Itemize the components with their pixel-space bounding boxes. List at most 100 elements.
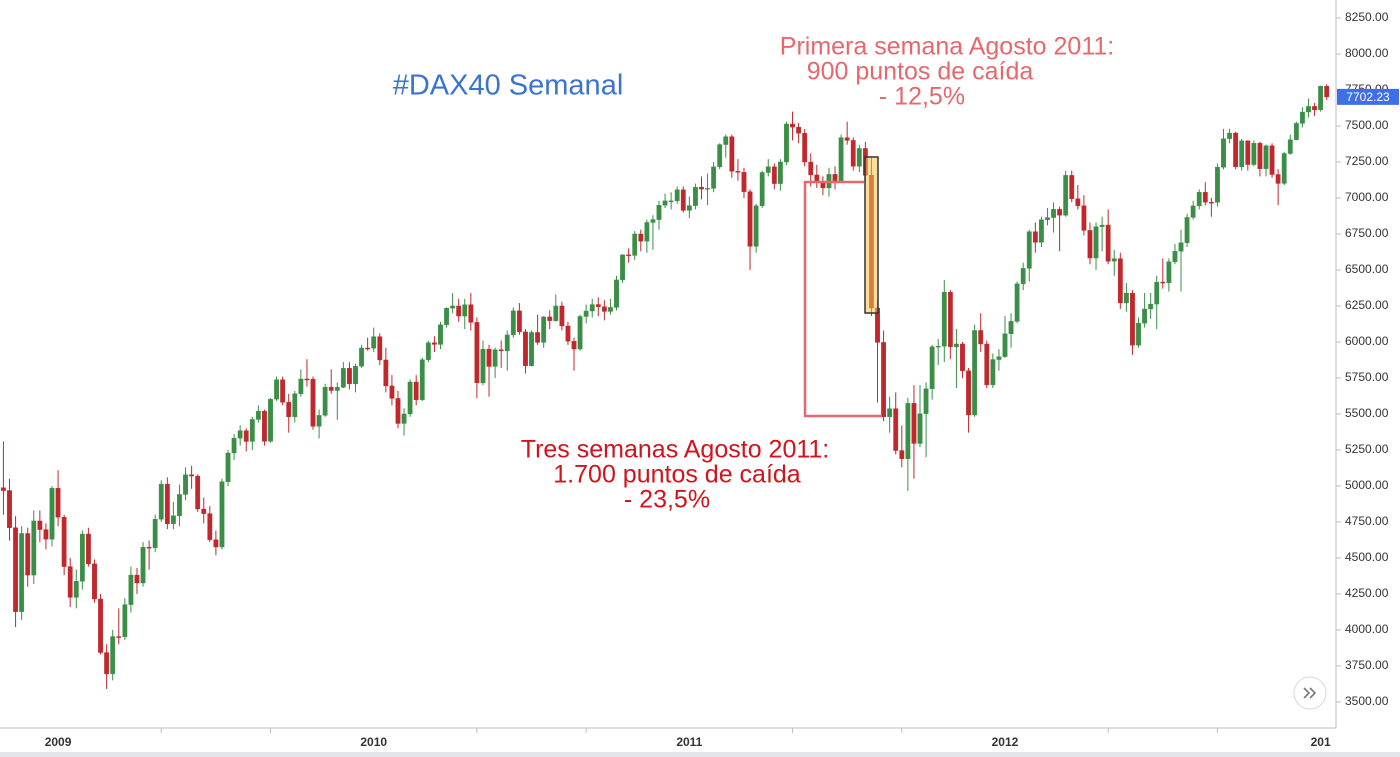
candle-body [498, 349, 504, 352]
candle-body [595, 304, 601, 307]
candle-body [189, 474, 195, 477]
candle-body [656, 204, 662, 220]
y-tick-label: 7500.00 [1345, 118, 1389, 132]
candle-body [1251, 143, 1257, 165]
candle-body [401, 413, 407, 424]
candle-body [61, 517, 67, 567]
candle-body [565, 325, 571, 342]
candle-body [146, 547, 152, 549]
candle-body [1269, 145, 1275, 175]
candle-body [316, 415, 322, 427]
candle-body [425, 342, 431, 360]
x-tick-label: 2009 [45, 735, 72, 749]
candle-body [1160, 281, 1166, 284]
candle-body [122, 604, 128, 637]
candle-body [231, 437, 237, 454]
candle-body [407, 381, 413, 415]
annotation-text: 1.700 puntos de caída [553, 461, 801, 489]
candle-body [1093, 226, 1099, 259]
y-tick-label: 4500.00 [1345, 550, 1389, 564]
candle-body [735, 171, 741, 173]
candle-body [1221, 138, 1226, 168]
y-tick-label: 6500.00 [1345, 262, 1389, 276]
candle-body [881, 342, 886, 418]
candle-body [280, 379, 286, 403]
candle-body [966, 370, 971, 416]
x-tick-label: 2011 [676, 735, 702, 749]
candle-body [1069, 175, 1075, 199]
candle-body [1123, 292, 1129, 304]
candle-body [116, 636, 122, 638]
candle-body [1178, 242, 1184, 252]
scroll-button[interactable] [1293, 676, 1327, 710]
candle-body [462, 304, 468, 317]
annotation-text: 900 puntos de caída [807, 58, 1034, 86]
candle-body [7, 490, 12, 528]
candle-body [911, 403, 917, 444]
candle-body [935, 345, 941, 348]
candle-body [304, 378, 310, 381]
candle-body [790, 123, 795, 128]
y-tick-label: 4750.00 [1345, 514, 1389, 528]
candle-body [699, 186, 704, 190]
candle-body [802, 132, 808, 163]
candle-body [347, 368, 352, 385]
candle-body [1075, 198, 1081, 206]
candle-body [1300, 111, 1305, 124]
candle-body [79, 533, 85, 582]
candle-body [1312, 106, 1317, 111]
candle-body [1045, 217, 1050, 220]
candle-body [523, 331, 528, 366]
candle-body [905, 403, 911, 459]
candle-body [25, 533, 31, 576]
candle-body [1233, 132, 1239, 168]
candle-body [98, 598, 103, 653]
last-price-label: 7702.23 [1346, 90, 1390, 104]
candle-body [559, 305, 565, 327]
candle-body [705, 188, 710, 190]
candle-body [298, 378, 304, 395]
candle-body [486, 348, 492, 367]
candle-body [1087, 230, 1093, 259]
y-tick-label: 6000.00 [1345, 334, 1389, 348]
candle-body [183, 474, 188, 495]
candle-body [444, 307, 449, 325]
highlight-box [864, 156, 879, 314]
candle-body [1324, 86, 1330, 98]
candle-body [110, 636, 116, 675]
candle-body [626, 254, 632, 257]
candle-body [1202, 192, 1208, 203]
y-tick-label: 7000.00 [1345, 190, 1389, 204]
candle-body [650, 219, 656, 223]
candle-body [322, 386, 328, 416]
candle-body [152, 519, 158, 548]
candle-body [1057, 209, 1063, 216]
candle-body [1184, 217, 1190, 243]
candle-body [917, 413, 923, 444]
y-tick-label: 8250.00 [1345, 10, 1389, 24]
candle-body [808, 161, 814, 176]
candle-body [784, 123, 789, 163]
candle-body [1014, 283, 1020, 322]
candle-body [947, 291, 953, 348]
candle-body [1281, 153, 1287, 184]
candle-body [37, 520, 43, 530]
candle-body [1293, 123, 1299, 140]
candle-body [535, 332, 540, 343]
candle-body [31, 520, 37, 576]
candle-body [353, 365, 358, 385]
candle-body [1257, 143, 1263, 169]
candle-body [796, 126, 802, 134]
candle-body [1148, 303, 1154, 310]
candle-body [972, 330, 978, 416]
y-tick-label: 6250.00 [1345, 298, 1389, 312]
scroll-button-icon[interactable] [1303, 687, 1317, 699]
candle-body [583, 310, 589, 317]
candle-body [104, 652, 110, 675]
candle-body [1172, 251, 1178, 262]
x-tick-label: 201 [1311, 735, 1331, 749]
x-tick-label: 2010 [360, 735, 387, 749]
candle-body [717, 144, 723, 168]
y-tick-label: 5750.00 [1345, 370, 1389, 384]
